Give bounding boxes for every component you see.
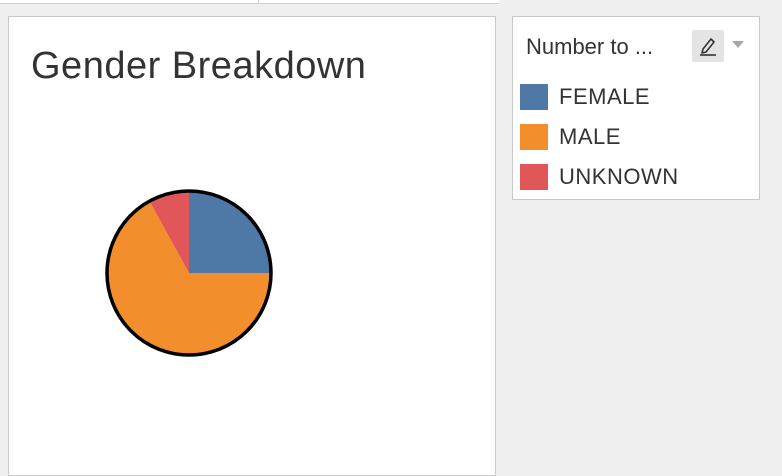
legend-header: Number to ... [513, 17, 759, 77]
legend-label: UNKNOWN [559, 164, 679, 189]
toolbar-cell-left [0, 0, 259, 4]
legend-item-female[interactable]: FEMALE [520, 81, 752, 111]
legend-label: FEMALE [559, 84, 651, 109]
caret-down-icon[interactable] [732, 41, 744, 48]
pencil-icon[interactable] [692, 30, 724, 62]
legend-item-unknown[interactable]: UNKNOWN [520, 161, 752, 191]
pie-slice-male[interactable] [106, 201, 271, 355]
legend-item-male[interactable]: MALE [520, 121, 752, 151]
pie-chart-svg[interactable] [103, 187, 275, 359]
pie-chart[interactable] [103, 187, 275, 359]
worksheet-panel[interactable]: Gender Breakdown [8, 16, 496, 476]
legend-swatch [520, 84, 548, 110]
pie-slice-unknown[interactable] [149, 191, 189, 273]
legend-label: MALE [559, 124, 621, 149]
legend-swatch [520, 124, 548, 150]
legend-swatch [520, 164, 548, 190]
pie-slice-female[interactable] [189, 191, 271, 273]
worksheet-title: Gender Breakdown [31, 45, 367, 87]
legend-title: Number to ... [526, 34, 654, 59]
color-legend[interactable]: Number to ... FEMALE MALE UNKNOWN [512, 16, 760, 200]
pie-outline [105, 189, 273, 357]
